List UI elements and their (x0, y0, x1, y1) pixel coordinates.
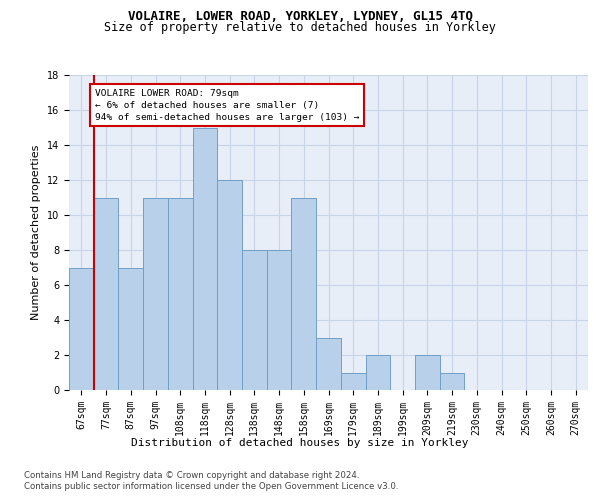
Bar (440, 372, 464, 390)
Bar (316, 338, 341, 390)
Text: Contains HM Land Registry data © Crown copyright and database right 2024.: Contains HM Land Registry data © Crown c… (24, 471, 359, 480)
Bar (292, 198, 316, 390)
Bar (168, 198, 193, 390)
Bar (365, 355, 390, 390)
Bar (267, 250, 292, 390)
Text: VOLAIRE LOWER ROAD: 79sqm
← 6% of detached houses are smaller (7)
94% of semi-de: VOLAIRE LOWER ROAD: 79sqm ← 6% of detach… (95, 89, 359, 122)
Text: VOLAIRE, LOWER ROAD, YORKLEY, LYDNEY, GL15 4TQ: VOLAIRE, LOWER ROAD, YORKLEY, LYDNEY, GL… (128, 10, 473, 23)
Bar (143, 198, 168, 390)
Bar (341, 372, 365, 390)
Bar (94, 198, 118, 390)
Bar (118, 268, 143, 390)
Bar (242, 250, 267, 390)
Text: Size of property relative to detached houses in Yorkley: Size of property relative to detached ho… (104, 21, 496, 34)
Bar (415, 355, 440, 390)
Text: Distribution of detached houses by size in Yorkley: Distribution of detached houses by size … (131, 438, 469, 448)
Bar (193, 128, 217, 390)
Bar (217, 180, 242, 390)
Bar (69, 268, 94, 390)
Y-axis label: Number of detached properties: Number of detached properties (31, 145, 41, 320)
Text: Contains public sector information licensed under the Open Government Licence v3: Contains public sector information licen… (24, 482, 398, 491)
